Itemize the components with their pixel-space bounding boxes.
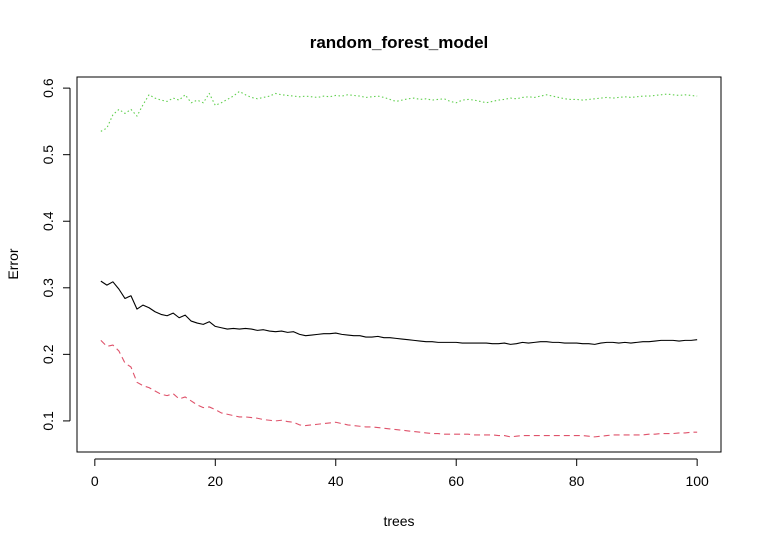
- series-line-2: [100, 339, 698, 438]
- y-tick-label: 0.2: [40, 344, 56, 364]
- y-tick-label: 0.4: [40, 211, 56, 231]
- plot-area-frame: [76, 76, 722, 453]
- y-axis-label: Error: [5, 248, 21, 279]
- y-tick-label: 0.5: [40, 145, 56, 165]
- series-layer: [100, 90, 698, 438]
- series-line-3: [100, 90, 698, 132]
- x-tick-label: 40: [328, 473, 344, 489]
- chart-title: random_forest_model: [310, 33, 489, 52]
- x-tick-label: 60: [448, 473, 464, 489]
- y-tick-label: 0.1: [40, 411, 56, 431]
- x-tick-label: 20: [208, 473, 224, 489]
- x-tick-label: 100: [685, 473, 709, 489]
- x-axis: 0 20 40 60 80 100: [91, 458, 709, 489]
- y-tick-label: 0.6: [40, 78, 56, 98]
- x-tick-label: 80: [569, 473, 585, 489]
- series-line-1: [100, 280, 698, 345]
- y-axis: 0.1 0.2 0.3 0.4 0.5 0.6: [40, 78, 71, 431]
- y-tick-label: 0.3: [40, 278, 56, 298]
- x-tick-label: 0: [91, 473, 99, 489]
- x-axis-label: trees: [383, 513, 414, 529]
